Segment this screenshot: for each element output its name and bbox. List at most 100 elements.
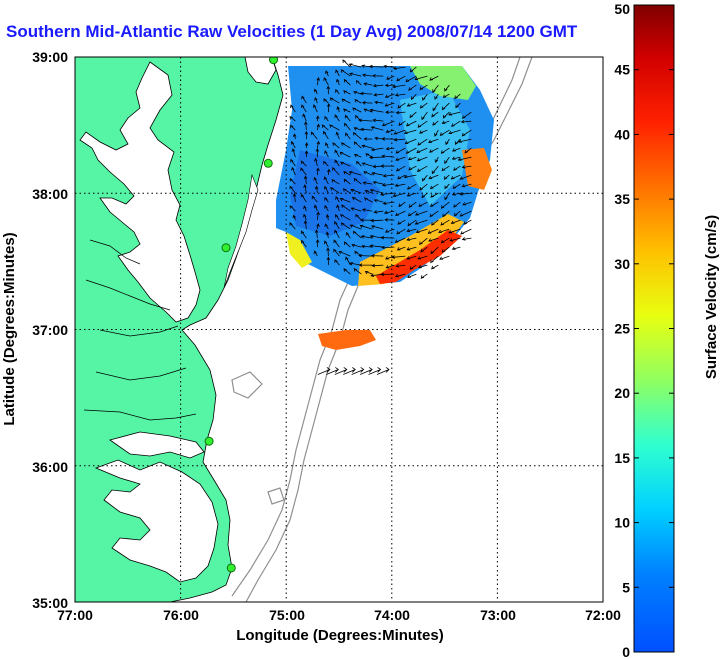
velocity-arrow (448, 129, 461, 135)
velocity-arrow (431, 219, 439, 226)
velocity-arrow (382, 173, 395, 178)
velocity-arrow (432, 102, 439, 112)
velocity-arrow (406, 246, 417, 251)
velocity-arrow (386, 75, 395, 80)
velocity-arrow (370, 218, 384, 223)
velocity-arrow (345, 256, 351, 266)
colorbar-tick-label: 5 (622, 579, 630, 595)
velocity-arrow (374, 100, 384, 105)
velocity-arrow (408, 84, 417, 91)
velocity-arrow (451, 246, 461, 250)
velocity-arrow (396, 165, 406, 172)
velocity-arrow (321, 124, 329, 131)
velocity-arrow (430, 255, 439, 264)
velocity-arrow (327, 168, 331, 176)
velocity-arrow (382, 120, 395, 127)
velocity-arrow (363, 82, 373, 86)
velocity-arrow (419, 84, 428, 91)
velocity-arrow (333, 220, 340, 230)
x-axis-label: Longitude (Degrees:Minutes) (236, 627, 444, 644)
velocity-arrow (404, 138, 417, 145)
velocity-arrow (289, 185, 296, 194)
velocity-arrow (461, 183, 472, 188)
colorbar-ticks: 0 5 10 15 20 25 30 35 40 45 50 (614, 1, 674, 659)
velocity-arrow (396, 246, 406, 251)
velocity-arrow (385, 228, 395, 233)
velocity-arrow (300, 167, 307, 176)
velocity-arrow (326, 85, 331, 95)
velocity-arrow (364, 197, 373, 203)
velocity-arrow (396, 75, 406, 82)
velocity-arrow (360, 235, 373, 239)
velocity-arrow (439, 255, 450, 260)
velocity-arrow (304, 150, 309, 158)
radar-site-marker (221, 243, 231, 253)
y-tick-labels: 39:00 38:00 37:00 36:00 35:00 (32, 49, 68, 611)
velocity-arrow (369, 244, 384, 248)
velocity-arrow (352, 107, 362, 113)
y-tick-label: 38:00 (32, 186, 68, 202)
velocity-arrow (430, 192, 439, 198)
colorbar-tick-label: 40 (614, 126, 630, 142)
velocity-arrow (304, 121, 308, 131)
velocity-lower-speed-core (290, 150, 380, 236)
velocity-arrow (315, 115, 320, 122)
velocity-arrow (363, 108, 373, 113)
velocity-arrow (443, 174, 450, 180)
velocity-arrow (432, 84, 439, 94)
velocity-arrow (394, 183, 406, 187)
velocity-arrow (409, 111, 417, 119)
velocity-arrow (368, 367, 382, 375)
velocity-arrow (394, 273, 406, 278)
velocity-arrow (453, 201, 461, 208)
velocity-arrow (440, 237, 450, 244)
velocity-arrow (301, 104, 307, 113)
velocity-arrow (348, 63, 362, 68)
velocity-arrow (303, 175, 308, 185)
velocity-arrow (338, 250, 351, 257)
velocity-arrow (442, 210, 450, 218)
velocity-arrow (353, 177, 362, 185)
velocity-arrow (334, 159, 340, 167)
velocity-arrow (432, 120, 439, 126)
velocity-arrow (434, 93, 439, 100)
pamlico-sound (94, 459, 219, 583)
velocity-arrow (339, 151, 351, 158)
velocity-arrow (453, 165, 461, 171)
velocity-arrow (464, 147, 472, 154)
velocity-arrow (395, 210, 406, 217)
velocity-arrow (300, 239, 307, 248)
velocity-arrow (344, 122, 351, 131)
velocity-arrow (439, 129, 450, 137)
velocity-north-rim (410, 66, 476, 100)
grid (75, 57, 603, 602)
velocity-arrow (292, 192, 297, 203)
colorbar-tick-label: 25 (614, 321, 630, 337)
velocity-arrow (360, 91, 373, 96)
velocity-arrow (441, 165, 450, 172)
velocity-arrow (440, 201, 450, 209)
velocity-arrow (393, 137, 406, 142)
velocity-arrow (345, 231, 351, 239)
colorbar-tick-label: 10 (614, 515, 630, 531)
velocity-arrow (395, 264, 406, 268)
velocity-arrow (385, 110, 395, 114)
velocity-arrow (361, 101, 373, 105)
velocity-arrow (415, 228, 428, 233)
velocity-arrow (385, 264, 395, 269)
velocity-arrow (442, 102, 450, 111)
x-tick-label: 77:00 (57, 607, 93, 623)
velocity-arrow (416, 165, 428, 173)
velocity-arrow (358, 263, 373, 267)
velocity-arrow (352, 131, 362, 140)
velocity-arrow (440, 219, 450, 226)
velocity-arrow (313, 88, 318, 95)
y-tick-label: 37:00 (32, 322, 68, 338)
velocity-arrow (392, 192, 406, 197)
velocity-arrow (381, 154, 395, 159)
velocity-arrow (361, 244, 373, 249)
velocity-arrow (310, 131, 318, 140)
velocity-arrow (344, 114, 351, 122)
velocity-arrow (358, 253, 373, 258)
